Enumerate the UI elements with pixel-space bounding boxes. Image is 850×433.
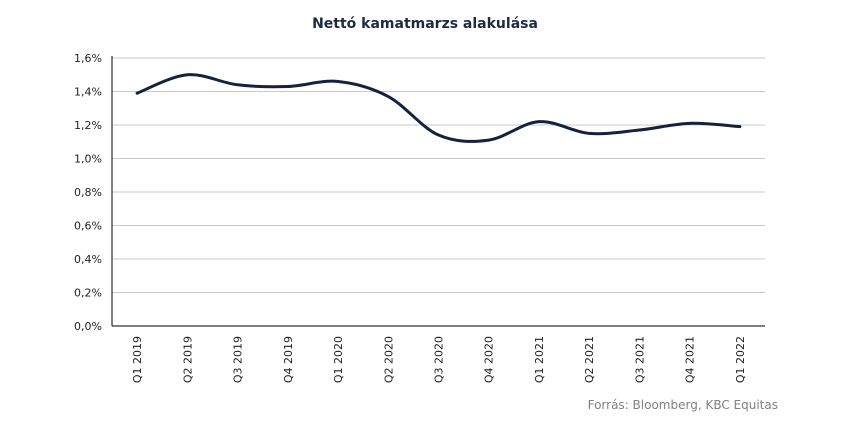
data-point [236, 83, 239, 87]
x-tick-labels: Q1 2019 Q2 2019 Q3 2019 Q4 2019 Q1 2020 Q2 20… [131, 336, 747, 383]
x-tick-label: Q4 2019 [282, 336, 295, 383]
y-tick-label: 1,0% [74, 153, 102, 166]
x-tick-label: Q1 2019 [131, 336, 144, 383]
series-line [135, 73, 742, 143]
y-tick-label: 1,2% [74, 119, 102, 132]
x-tick-label: Q4 2020 [483, 336, 496, 383]
data-point [487, 138, 490, 142]
y-tick-label: 1,6% [74, 52, 102, 65]
y-tick-label: 0,8% [74, 186, 102, 199]
x-tick-label: Q2 2021 [583, 336, 596, 383]
data-point [688, 122, 691, 125]
x-tick-label: Q4 2021 [684, 336, 697, 383]
x-tick-label: Q2 2020 [382, 336, 395, 383]
y-tick-label: 0,4% [74, 253, 102, 266]
data-point [537, 120, 541, 123]
y-tick-labels: 0,0% 0,2% 0,4% 0,6% 0,8% 1,0% 1,2% 1,4% 1,6% [74, 52, 102, 333]
data-point [638, 128, 641, 132]
x-tick-label: Q1 2021 [533, 336, 546, 383]
y-tick-label: 0,2% [74, 287, 102, 300]
data-point [135, 91, 139, 95]
x-tick-label: Q1 2022 [734, 336, 747, 383]
y-tick-label: 1,4% [74, 86, 102, 99]
x-tick-label: Q3 2020 [433, 336, 446, 383]
data-point [587, 132, 591, 135]
chart-title: Nettó kamatmarzs alakulása [312, 16, 538, 32]
x-tick-label: Q2 2019 [181, 336, 194, 383]
data-point [738, 125, 742, 128]
y-tick-label: 0,6% [74, 220, 102, 233]
data-point [336, 80, 340, 83]
data-point [387, 95, 390, 98]
axes [111, 56, 765, 327]
gridlines [112, 57, 765, 293]
x-tick-label: Q1 2020 [332, 336, 345, 383]
data-point [437, 133, 440, 137]
data-point [186, 73, 189, 76]
series-layer [135, 73, 742, 143]
y-tick-label: 0,0% [74, 320, 102, 333]
x-tick-label: Q3 2021 [633, 336, 646, 383]
data-point [286, 85, 290, 88]
source-note: Forrás: Bloomberg, KBC Equitas [587, 398, 778, 412]
x-tick-label: Q3 2019 [232, 336, 245, 383]
